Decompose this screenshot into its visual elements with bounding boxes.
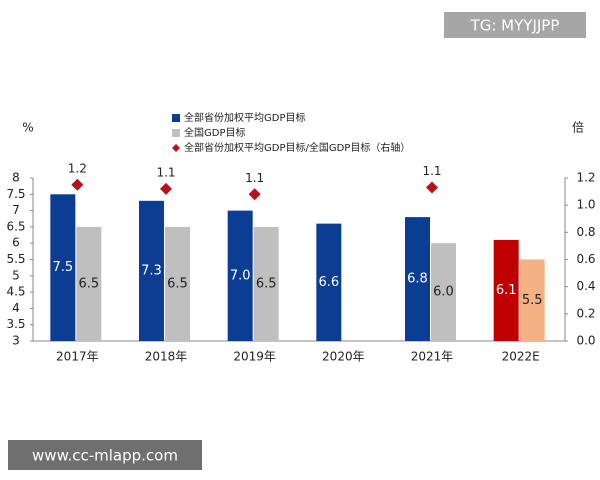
y2-tick-label: 0.2: [576, 306, 595, 320]
y-tick-label: 6.5: [6, 219, 25, 233]
legend-marker: [172, 144, 180, 152]
ratio-marker: [426, 181, 438, 194]
legend-label: 全国GDP目标: [184, 126, 245, 139]
y2-tick-label: 0.4: [576, 279, 595, 293]
y2-tick-label: 0.0: [576, 334, 595, 348]
y-axis-label: %: [22, 121, 33, 135]
bar: [253, 226, 279, 341]
ratio-marker: [160, 182, 172, 195]
y-tick-label: 3.5: [6, 317, 25, 331]
y2-tick-label: 1.2: [576, 171, 595, 185]
y-tick-label: 6: [12, 236, 20, 250]
watermark: www.cc-mlapp.com: [32, 447, 178, 465]
bar: [76, 226, 102, 341]
value-label: 1.1: [245, 171, 264, 185]
bar: [165, 226, 190, 341]
value-label: 6.1: [496, 283, 517, 298]
legend-label: 全部省份加权平均GDP目标/全国GDP目标（右轴）: [184, 141, 410, 154]
value-label: 1.1: [156, 165, 175, 179]
value-label: 1.1: [422, 164, 441, 178]
bar: [139, 200, 164, 341]
legend-marker: [172, 114, 180, 122]
value-label: 6.8: [407, 272, 428, 287]
bar: [227, 210, 253, 341]
bar: [519, 259, 545, 341]
y-tick-label: 8: [12, 171, 20, 185]
ratio-marker: [71, 178, 84, 191]
y-tick-label: 5: [12, 268, 20, 282]
value-label: 1.2: [68, 161, 87, 175]
y2-tick-label: 0.8: [576, 225, 595, 239]
value-label: 7.3: [141, 263, 162, 278]
y-tick-label: 3: [12, 334, 20, 348]
x-tick-label: 2022E: [502, 350, 540, 364]
value-label: 6.0: [433, 285, 454, 300]
value-label: 6.5: [78, 276, 99, 291]
watermark-box: [444, 12, 586, 38]
bar: [493, 239, 519, 341]
watermark-box: [8, 440, 202, 470]
watermark: TG: MYYJJPP: [470, 17, 560, 35]
y2-tick-label: 1.0: [576, 198, 595, 212]
value-label: 6.6: [318, 275, 339, 290]
bar: [316, 223, 342, 341]
x-tick-label: 2020年: [322, 350, 365, 364]
y2-axis-label: 倍: [572, 120, 584, 135]
y-tick-label: 7.5: [6, 187, 25, 201]
x-tick-label: 2021年: [411, 350, 454, 364]
y-tick-label: 5.5: [6, 252, 25, 266]
ratio-marker: [248, 188, 261, 201]
bar: [405, 217, 430, 341]
x-tick-label: 2019年: [233, 350, 276, 364]
y-tick-label: 4: [12, 301, 20, 315]
value-label: 6.5: [256, 276, 277, 291]
y-tick-label: 4.5: [6, 285, 25, 299]
value-label: 7.0: [230, 268, 251, 283]
legend-label: 全部省份加权平均GDP目标: [184, 111, 305, 124]
y2-tick-label: 0.6: [576, 252, 595, 266]
legend-marker: [172, 129, 180, 137]
value-label: 5.5: [522, 293, 543, 308]
bar: [431, 243, 456, 341]
x-tick-label: 2018年: [145, 350, 188, 364]
y-tick-label: 7: [12, 203, 20, 217]
value-label: 7.5: [52, 260, 73, 275]
bar: [50, 194, 76, 341]
value-label: 6.5: [167, 276, 188, 291]
x-tick-label: 2017年: [56, 350, 99, 364]
